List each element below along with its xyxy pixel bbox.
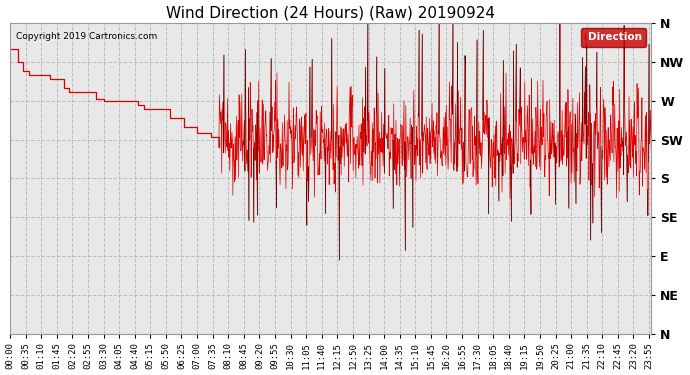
Text: Copyright 2019 Cartronics.com: Copyright 2019 Cartronics.com: [17, 32, 158, 41]
Title: Wind Direction (24 Hours) (Raw) 20190924: Wind Direction (24 Hours) (Raw) 20190924: [166, 6, 495, 21]
Legend: Direction: Direction: [580, 28, 646, 46]
